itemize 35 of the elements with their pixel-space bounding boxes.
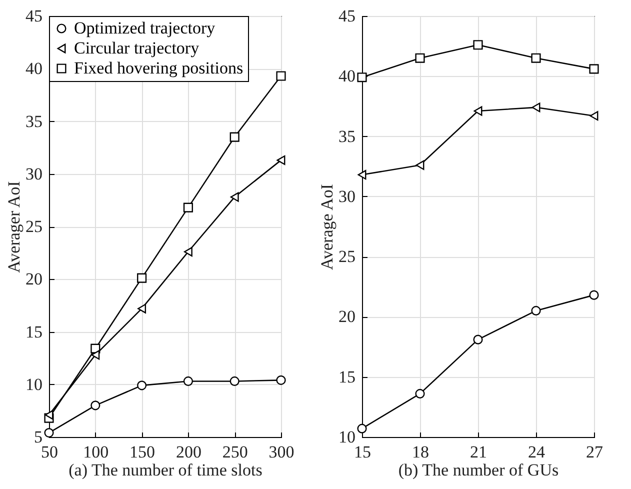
y-tick-label: 20 (26, 270, 42, 289)
x-axis-title: (b) The number of GUs (398, 460, 559, 480)
y-tick-label: 40 (338, 66, 356, 86)
x-tick-label: 18 (412, 442, 429, 462)
y-tick-label: 40 (26, 59, 42, 78)
legend-label: Optimized trajectory (74, 18, 216, 38)
x-tick-label: 150 (130, 442, 156, 462)
y-tick-label: 20 (338, 307, 356, 326)
y-tick-label: 35 (26, 112, 42, 131)
y-tick-label: 30 (338, 186, 356, 206)
y-tick-label: 45 (26, 6, 42, 26)
y-tick-label: 5 (34, 428, 42, 446)
y-tick-label: 15 (338, 367, 356, 386)
y-axis-title: Average AoI (318, 184, 336, 270)
y-tick-label: 45 (338, 6, 356, 26)
x-tick-label: 200 (176, 442, 202, 462)
y-axis-title: Averager AoI (4, 180, 24, 273)
x-tick-label: 100 (83, 442, 109, 462)
y-tick-label: 10 (26, 374, 42, 394)
x-tick-label: 250 (222, 442, 248, 462)
y-tick-label: 10 (338, 428, 356, 446)
y-tick-label: 15 (26, 322, 42, 342)
x-tick-label: 24 (528, 442, 546, 462)
x-tick-label: 15 (354, 442, 371, 462)
x-tick-label: 21 (470, 442, 487, 462)
x-tick-label: 27 (586, 442, 604, 462)
y-tick-label: 25 (338, 247, 356, 266)
legend-label: Fixed hovering positions (74, 58, 244, 78)
x-axis-title: (a) The number of time slots (68, 460, 262, 480)
legend-label: Circular trajectory (74, 38, 200, 58)
x-tick-label: 50 (41, 442, 58, 462)
x-tick-label: 300 (268, 442, 294, 462)
y-tick-label: 30 (26, 164, 42, 184)
y-tick-label: 35 (338, 126, 356, 146)
y-tick-label: 25 (26, 217, 42, 236)
